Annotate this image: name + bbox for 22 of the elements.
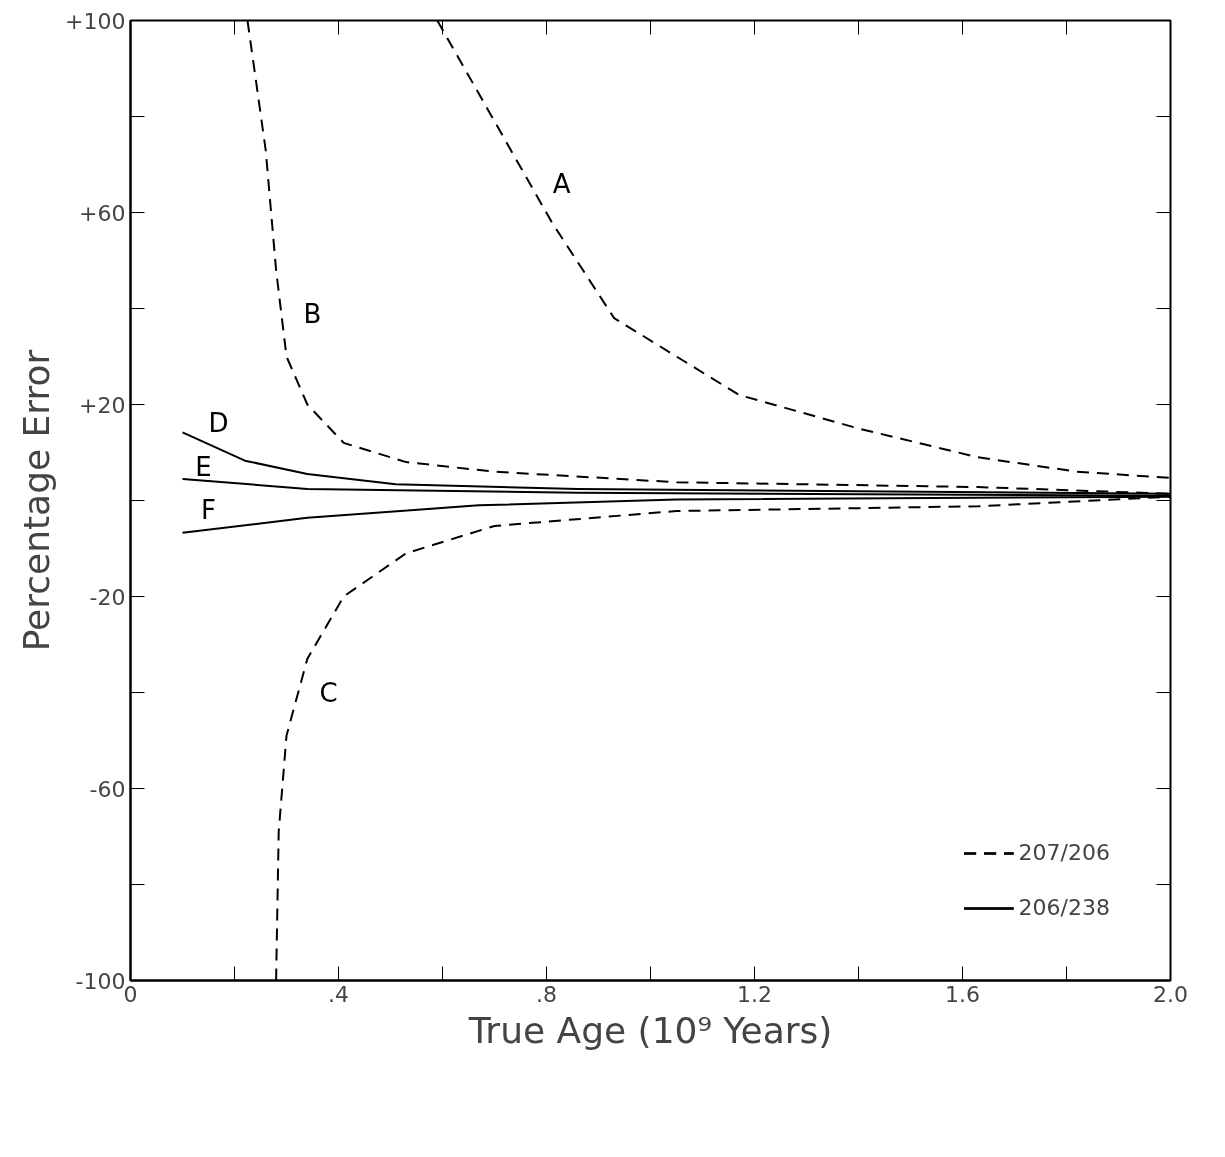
x-tick-label: 0 bbox=[123, 981, 138, 1007]
series-label: A bbox=[552, 169, 571, 200]
y-tick-label: +20 bbox=[79, 392, 126, 418]
series-label: B bbox=[303, 298, 322, 329]
annotation: 206/238 bbox=[1018, 895, 1110, 920]
x-axis-title: True Age (10⁹ Years) bbox=[467, 1009, 833, 1051]
x-tick-label: .4 bbox=[328, 981, 349, 1007]
series-label: D bbox=[208, 408, 229, 439]
x-tick-label: 2.0 bbox=[1153, 981, 1189, 1007]
y-tick-label: -60 bbox=[89, 776, 126, 802]
y-tick-label: -20 bbox=[89, 584, 126, 610]
y-tick-label: -100 bbox=[75, 968, 126, 994]
x-tick-label: .8 bbox=[536, 981, 557, 1007]
series-label: F bbox=[201, 494, 216, 525]
y-tick-label: +100 bbox=[65, 8, 126, 34]
x-tick-label: 1.2 bbox=[737, 981, 773, 1007]
y-tick-label: +60 bbox=[79, 200, 126, 226]
annotation: 207/206 bbox=[1018, 840, 1110, 865]
series-label: C bbox=[319, 677, 338, 708]
y-axis-title: Percentage Error bbox=[16, 349, 58, 652]
series-label: E bbox=[195, 451, 212, 482]
x-tick-label: 1.6 bbox=[945, 981, 981, 1007]
